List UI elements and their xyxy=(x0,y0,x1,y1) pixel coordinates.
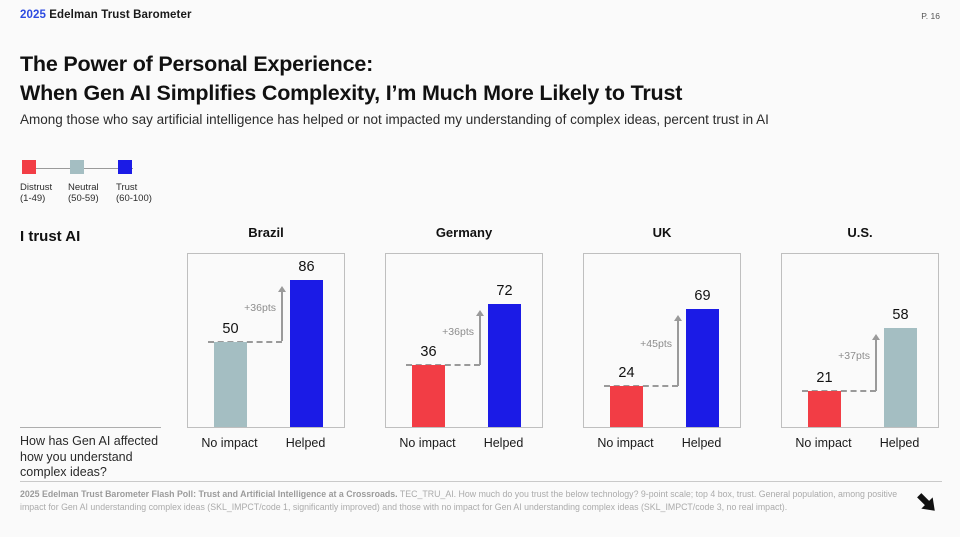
left-column-baseline xyxy=(20,427,161,428)
bar-helped xyxy=(884,327,917,427)
brand-name: Edelman Trust Barometer xyxy=(49,9,192,21)
legend-item-trust: Trust (60-100) xyxy=(116,160,164,204)
page-number: P. 16 xyxy=(921,11,940,21)
legend-item-label: Trust (60-100) xyxy=(116,182,152,204)
delta-arrow-line xyxy=(281,289,283,342)
category-label-no-impact: No impact xyxy=(597,436,654,450)
legend-swatch-distrust xyxy=(22,160,36,174)
category-label-no-impact: No impact xyxy=(399,436,456,450)
brand-logo: 2025 Edelman Trust Barometer xyxy=(20,9,192,21)
delta-label: +36pts xyxy=(244,301,276,314)
bar-value-no-impact: 24 xyxy=(618,364,635,381)
delta-label: +37pts xyxy=(838,350,870,363)
legend: Distrust (1-49) Neutral (50-59) Trust (60-100… xyxy=(20,160,190,208)
panel-title: Germany xyxy=(435,225,493,240)
header-bar: 2025 Edelman Trust Barometer P. 16 xyxy=(20,9,940,21)
bar-value-no-impact: 21 xyxy=(816,370,833,387)
delta-arrow-head xyxy=(277,285,286,292)
arrow-down-right-icon xyxy=(914,493,940,519)
legend-item-label: Distrust (1-49) xyxy=(20,182,53,204)
delta-arrow-head xyxy=(475,309,484,316)
bar-no-impact xyxy=(214,341,247,427)
delta-arrow-head xyxy=(673,315,682,321)
panel-title: UK xyxy=(652,225,672,240)
footer-source-title: 2025 Edelman Trust Barometer Flash Poll:… xyxy=(20,489,398,499)
delta-arrow-head xyxy=(871,333,880,340)
bar-value-no-impact: 50 xyxy=(222,320,239,337)
panel-title: Brazil xyxy=(248,225,284,240)
dashed-reference-line xyxy=(802,390,876,393)
row-label-i-trust-ai: I trust AI xyxy=(20,228,81,245)
legend-item-neutral: Neutral (50-59) xyxy=(68,160,116,204)
title-line-1: The Power of Personal Experience: xyxy=(20,52,374,76)
panel-plot-area: 50 86 +36pts xyxy=(187,253,345,428)
chart-panel-us: U.S. 21 58 +37pts No impact Helped xyxy=(781,220,939,460)
bar-value-helped: 69 xyxy=(694,288,711,304)
bar-value-helped: 86 xyxy=(298,258,315,275)
bar-value-helped: 72 xyxy=(496,282,513,299)
legend-swatch-trust xyxy=(118,160,132,174)
title-line-2: When Gen AI Simplifies Complexity, I’m M… xyxy=(20,81,683,105)
bar-value-no-impact: 36 xyxy=(420,344,437,361)
panel-plot-area: 21 58 +37pts xyxy=(781,253,939,428)
subtitle: Among those who say artificial intellige… xyxy=(20,112,769,127)
bar-no-impact xyxy=(412,365,445,427)
delta-label: +45pts xyxy=(640,338,672,351)
page-title: The Power of Personal Experience: When G… xyxy=(20,50,682,108)
survey-question: How has Gen AI affected how you understa… xyxy=(20,434,159,479)
dashed-reference-line xyxy=(406,364,480,367)
chart-panel-uk: UK 24 69 +45pts No impact Helped xyxy=(583,220,741,460)
brand-year: 2025 xyxy=(20,9,46,21)
category-label-helped: Helped xyxy=(879,436,920,450)
panel-plot-area: 36 72 +36pts xyxy=(385,253,543,428)
footer-source-detail: TEC_TRU_AI. How much do you trust the be… xyxy=(20,489,898,512)
category-label-helped: Helped xyxy=(483,436,524,450)
next-slide-arrow-button[interactable] xyxy=(914,490,940,516)
delta-arrow-line xyxy=(479,313,481,366)
delta-arrow-line xyxy=(677,319,679,386)
category-label-no-impact: No impact xyxy=(795,436,852,450)
bar-value-helped: 58 xyxy=(892,306,909,323)
panel-plot-area: 24 69 +45pts xyxy=(583,253,741,428)
legend-item-distrust: Distrust (1-49) xyxy=(20,160,68,204)
chart-panel-brazil: Brazil 50 86 +36pts No impact Helped xyxy=(187,220,345,460)
bar-no-impact xyxy=(610,385,643,427)
legend-item-label: Neutral (50-59) xyxy=(68,182,99,204)
bar-helped xyxy=(686,309,719,427)
category-label-no-impact: No impact xyxy=(201,436,258,450)
legend-swatch-neutral xyxy=(70,160,84,174)
dashed-reference-line xyxy=(604,384,678,387)
bar-helped xyxy=(488,303,521,427)
delta-arrow-line xyxy=(875,337,877,392)
category-label-helped: Helped xyxy=(285,436,326,450)
panel-title: U.S. xyxy=(847,225,873,240)
category-label-helped: Helped xyxy=(681,436,722,450)
chart-panel-germany: Germany 36 72 +36pts No impact Helped xyxy=(385,220,543,460)
footer-divider xyxy=(20,481,942,482)
footer-source-note: 2025 Edelman Trust Barometer Flash Poll:… xyxy=(20,488,898,513)
delta-label: +36pts xyxy=(442,325,474,338)
bar-helped xyxy=(290,279,323,427)
bar-no-impact xyxy=(808,391,841,427)
